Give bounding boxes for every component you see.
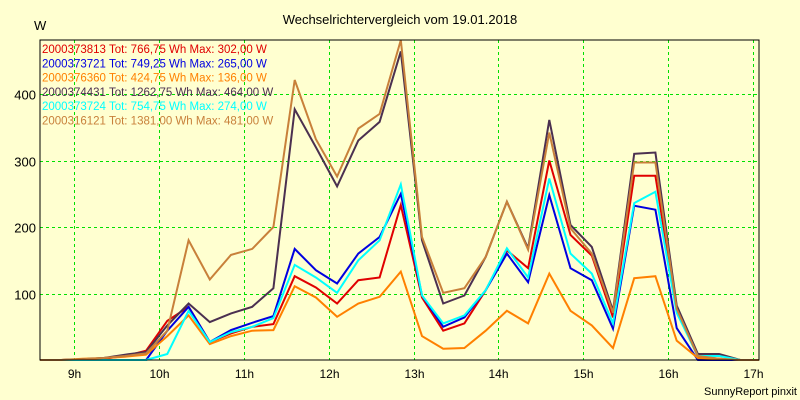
y-axis-label: W (34, 18, 47, 33)
x-tick-label: 12h (319, 367, 339, 381)
series-line-2000373813 (40, 160, 759, 361)
legend-entry: 2000376360 Tot: 424,75 Wh Max: 136,00 W (42, 73, 267, 85)
y-tick-labels: 100 200 300 400 (14, 88, 36, 303)
x-tick-label: 10h (149, 367, 169, 381)
y-tick-label: 400 (14, 88, 36, 103)
series-line-2000373721 (40, 190, 759, 361)
series-line-2000373724 (40, 178, 759, 361)
x-tick-label: 13h (404, 367, 424, 381)
chart-title: Wechselrichtervergleich vom 19.01.2018 (283, 12, 518, 27)
plot-frame (39, 39, 760, 361)
y-tick-label: 300 (14, 155, 36, 170)
legend-entry: 2000374431 Tot: 1262,75 Wh Max: 464,00 W (42, 87, 273, 99)
y-tick-label: 100 (14, 288, 36, 303)
footer-credit: SunnyReport pinxit (704, 386, 797, 398)
x-tick-label: 15h (573, 367, 593, 381)
x-tick-label: 9h (68, 367, 81, 381)
y-tick-label: 200 (14, 221, 36, 236)
x-tick-label: 17h (743, 367, 763, 381)
series-line-2000374431 (40, 51, 759, 361)
x-tick-label: 16h (658, 367, 678, 381)
legend: 2000373813 Tot: 766,75 Wh Max: 302,00 W 2… (42, 44, 273, 128)
x-tick-label: 14h (488, 367, 508, 381)
x-tick-labels: 9h 10h 11h 12h 13h 14h 15h 16h 17h (68, 367, 764, 381)
series-line-2000376360 (40, 269, 759, 361)
legend-entry: 2000316121 Tot: 1381,00 Wh Max: 481,00 W (42, 116, 273, 128)
x-tick-label: 11h (235, 367, 254, 381)
legend-entry: 2000373721 Tot: 749,25 Wh Max: 265,00 W (42, 58, 267, 70)
legend-entry: 2000373813 Tot: 766,75 Wh Max: 302,00 W (42, 44, 267, 56)
legend-entry: 2000373724 Tot: 754,75 Wh Max: 274,00 W (42, 101, 267, 113)
grid-lines (40, 40, 759, 360)
